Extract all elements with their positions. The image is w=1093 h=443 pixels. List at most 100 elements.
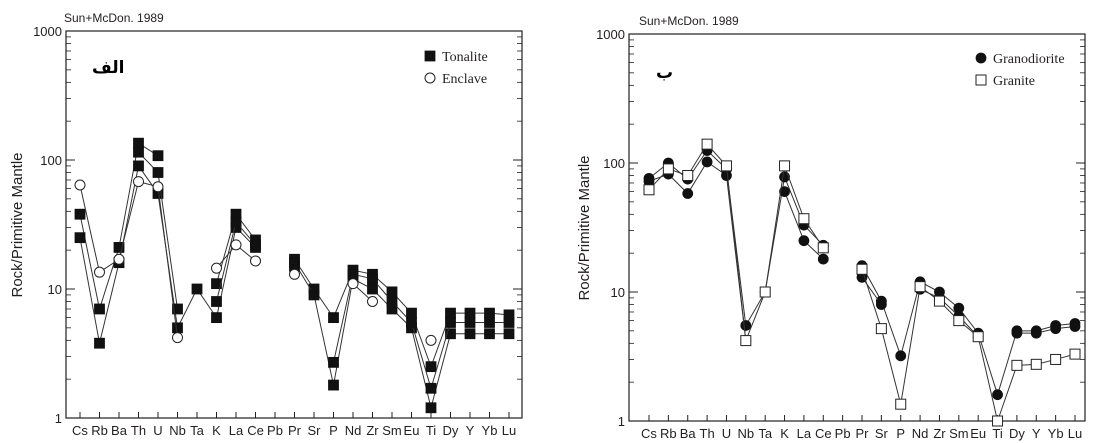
data-point-pr [856, 263, 868, 275]
series-line [861, 265, 1076, 397]
legend-marker-tonalite [424, 50, 436, 62]
x-tick-label-k: K [212, 423, 221, 438]
series-line [1016, 326, 1076, 334]
data-point-th [701, 156, 713, 168]
data-point-lu [1069, 321, 1081, 332]
data-point-p [328, 379, 339, 391]
data-point-ti [425, 361, 437, 373]
data-point-nb [172, 332, 183, 344]
x-tick-label-y: Y [466, 423, 475, 438]
x-tick-label-la: La [229, 423, 244, 438]
x-tick-label-nd: Nd [345, 423, 362, 438]
x-tick-label-y: Y [1032, 426, 1041, 441]
data-point-nb [740, 320, 752, 331]
data-point-dy [1011, 327, 1023, 339]
legend-marker-enclave [424, 72, 436, 84]
series-line [79, 180, 178, 338]
x-tick-label-lu: Lu [502, 423, 516, 438]
data-point-rb [94, 337, 105, 349]
x-tick-label-ce: Ce [247, 423, 264, 438]
data-point-u [152, 167, 164, 178]
series-line [294, 258, 510, 369]
series-line [648, 149, 824, 328]
spider-diagram-right: Sun+McDon. 1989 ب Rock/Primitive Mantle … [576, 14, 1086, 441]
data-point-y [464, 328, 476, 340]
data-point-ce [250, 255, 261, 267]
x-tick-label-la: La [797, 426, 812, 441]
legend-marker-granite [975, 74, 987, 86]
data-point-sm [953, 315, 965, 327]
data-point-ce [817, 242, 829, 254]
data-point-lu [1069, 348, 1081, 360]
x-tick-label-u: U [722, 426, 731, 441]
x-tick-label-u: U [153, 423, 162, 438]
data-point-rb [662, 163, 674, 175]
data-point-cs [74, 208, 86, 220]
data-point-nd [347, 278, 359, 290]
data-point-ta [191, 283, 203, 295]
y-axis-label: Rock/Primitive Mantle [576, 155, 593, 300]
x-tick-label-pb: Pb [835, 426, 851, 441]
x-tick-label-ti: Ti [992, 426, 1002, 441]
x-tick-label-sr: Sr [875, 426, 889, 441]
data-point-zr [367, 273, 378, 285]
data-point-k [211, 312, 222, 324]
data-point-lu [503, 317, 515, 328]
x-tick-label-sm: Sm [949, 426, 969, 441]
data-point-la [230, 239, 242, 251]
x-tick-label-rb: Rb [91, 423, 108, 438]
y-tick-label: 10 [611, 285, 625, 300]
x-tick-label-dy: Dy [1009, 426, 1025, 441]
data-point-th [133, 137, 144, 149]
x-tick-label-ti: Ti [426, 423, 436, 438]
data-point-sm [386, 286, 398, 298]
data-point-nd [914, 281, 926, 293]
series-granite-2 [643, 138, 1081, 427]
data-point-nb [172, 303, 183, 315]
x-tick-label-sm: Sm [382, 423, 402, 438]
x-tick-label-yb: Yb [482, 423, 498, 438]
x-tick-label-th: Th [700, 426, 715, 441]
data-point-th [701, 138, 713, 150]
y-tick-label: 1000 [596, 27, 625, 42]
data-point-lu [503, 328, 515, 340]
data-point-k [779, 160, 791, 172]
x-tick-label-ta: Ta [190, 423, 205, 438]
data-point-la [798, 235, 810, 247]
data-point-cs [74, 232, 86, 244]
data-point-ba [113, 253, 125, 265]
data-point-sr [875, 299, 887, 310]
data-point-ta [759, 286, 771, 298]
series-line [861, 269, 1076, 423]
data-point-ti [992, 415, 1004, 427]
y-axis-label: Rock/Primitive Mantle [9, 152, 26, 297]
x-tick-label-rb: Rb [660, 426, 677, 441]
data-point-u [152, 150, 164, 162]
data-point-y [1030, 358, 1042, 370]
plot-frame [628, 33, 1086, 422]
data-point-nb [172, 322, 183, 334]
x-tick-label-k: K [780, 426, 789, 441]
x-tick-label-cs: Cs [72, 423, 88, 438]
x-tick-label-pr: Pr [856, 426, 870, 441]
data-point-p [328, 312, 339, 324]
x-tick-label-nb: Nb [169, 423, 186, 438]
x-tick-label-eu: Eu [970, 426, 986, 441]
y-tick-label: 100 [40, 153, 62, 168]
legend-label-granite: Granite [993, 74, 1035, 89]
data-point-zr [933, 295, 945, 307]
data-point-la [230, 216, 242, 228]
data-point-yb [484, 307, 495, 319]
x-tick-label-p: P [896, 426, 905, 441]
data-point-sr [308, 289, 320, 301]
reference-label: Sun+McDon. 1989 [639, 14, 739, 28]
x-tick-label-dy: Dy [443, 423, 459, 438]
data-point-yb [1050, 323, 1062, 335]
data-point-ti [992, 389, 1003, 401]
data-point-dy [1011, 359, 1023, 371]
data-point-ti [425, 382, 437, 394]
y-tick-label: 100 [603, 156, 625, 171]
x-tick-label-zr: Zr [366, 423, 379, 438]
series-granodiorite-1 [643, 156, 1081, 347]
